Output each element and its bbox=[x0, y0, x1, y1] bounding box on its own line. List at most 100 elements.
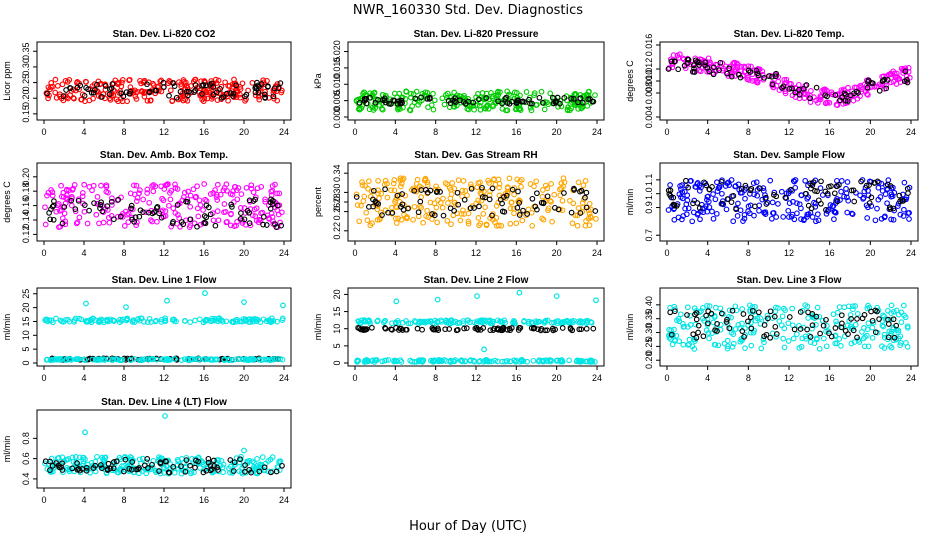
data-point bbox=[748, 325, 755, 332]
data-point bbox=[494, 92, 501, 99]
data-point bbox=[757, 315, 763, 321]
data-point bbox=[905, 210, 911, 216]
data-point bbox=[854, 334, 860, 341]
data-point bbox=[389, 204, 395, 211]
data-point bbox=[834, 198, 841, 205]
data-point bbox=[170, 80, 177, 86]
y-tick-label: 0.26 bbox=[332, 203, 342, 221]
data-point bbox=[451, 358, 458, 365]
data-point bbox=[55, 455, 62, 461]
data-point bbox=[48, 455, 55, 462]
data-point bbox=[88, 89, 95, 96]
data-point bbox=[359, 179, 365, 185]
data-point bbox=[538, 199, 545, 206]
data-points bbox=[42, 290, 286, 364]
data-point bbox=[865, 78, 871, 85]
data-point bbox=[196, 316, 203, 323]
data-point bbox=[268, 469, 274, 476]
data-point bbox=[695, 322, 702, 329]
data-point bbox=[476, 318, 483, 325]
data-point bbox=[719, 198, 726, 204]
y-axis-label: ml/min bbox=[625, 314, 635, 341]
data-point bbox=[533, 319, 540, 326]
data-point bbox=[869, 324, 876, 331]
data-point bbox=[255, 89, 262, 96]
data-point bbox=[890, 316, 897, 323]
y-tick-label: 0 bbox=[21, 360, 31, 365]
data-point bbox=[503, 192, 510, 199]
data-point bbox=[146, 199, 153, 206]
x-tick-label: 4 bbox=[81, 495, 86, 505]
data-point bbox=[540, 199, 547, 206]
data-point bbox=[72, 206, 79, 212]
data-point bbox=[587, 213, 594, 220]
data-point bbox=[586, 200, 593, 207]
data-point bbox=[361, 327, 368, 333]
data-point bbox=[181, 194, 187, 200]
data-point bbox=[355, 318, 362, 325]
data-point bbox=[419, 357, 425, 363]
data-point bbox=[156, 210, 162, 217]
x-tick-label: 20 bbox=[865, 373, 875, 383]
data-point bbox=[886, 204, 893, 211]
data-point bbox=[213, 89, 220, 96]
data-point bbox=[144, 186, 151, 193]
data-point bbox=[524, 358, 530, 365]
data-point bbox=[518, 176, 525, 183]
data-point bbox=[813, 313, 820, 320]
data-point bbox=[129, 318, 136, 325]
data-point bbox=[375, 190, 381, 197]
data-point bbox=[704, 193, 711, 200]
data-point bbox=[268, 188, 275, 195]
data-point bbox=[72, 208, 79, 215]
data-point bbox=[214, 197, 221, 203]
data-point bbox=[379, 212, 385, 218]
data-point bbox=[356, 106, 363, 113]
data-point bbox=[369, 324, 375, 331]
y-axis-label: ml/min bbox=[313, 314, 323, 341]
data-point bbox=[901, 179, 908, 186]
data-point bbox=[353, 191, 360, 198]
data-point bbox=[223, 318, 230, 325]
data-point bbox=[465, 317, 471, 324]
data-point bbox=[568, 209, 575, 216]
panel-title: Stan. Dev. Sample Flow bbox=[733, 150, 845, 161]
data-point bbox=[461, 211, 467, 217]
data-point bbox=[134, 219, 140, 226]
data-point bbox=[124, 98, 130, 105]
data-point bbox=[72, 454, 79, 460]
data-point bbox=[876, 87, 883, 94]
data-point bbox=[440, 212, 447, 219]
y-tick-label: 0.20 bbox=[21, 168, 31, 186]
data-point bbox=[74, 460, 80, 466]
data-point bbox=[832, 340, 839, 347]
data-point bbox=[772, 304, 779, 311]
data-point bbox=[823, 207, 829, 213]
data-point bbox=[374, 206, 381, 213]
data-point bbox=[869, 317, 876, 324]
data-point bbox=[775, 78, 782, 85]
data-point bbox=[746, 210, 753, 217]
data-point bbox=[74, 84, 81, 91]
data-point bbox=[864, 84, 871, 91]
x-tick-label: 24 bbox=[592, 248, 602, 258]
data-point bbox=[137, 207, 144, 214]
data-point bbox=[760, 336, 767, 343]
x-tick-label: 20 bbox=[239, 127, 249, 137]
data-point bbox=[42, 221, 49, 228]
data-point bbox=[427, 94, 433, 101]
x-tick-label: 4 bbox=[393, 248, 398, 258]
data-point bbox=[81, 208, 88, 215]
x-tick-label: 24 bbox=[592, 127, 602, 137]
data-point bbox=[117, 357, 123, 364]
data-point bbox=[509, 186, 516, 193]
y-tick-label: 0.25 bbox=[21, 74, 31, 92]
data-point bbox=[773, 333, 779, 340]
data-point bbox=[516, 289, 523, 296]
data-point bbox=[53, 315, 59, 322]
x-tick-label: 8 bbox=[746, 248, 751, 258]
data-point bbox=[864, 215, 871, 221]
x-tick-label: 8 bbox=[746, 373, 751, 383]
data-point bbox=[820, 335, 827, 342]
